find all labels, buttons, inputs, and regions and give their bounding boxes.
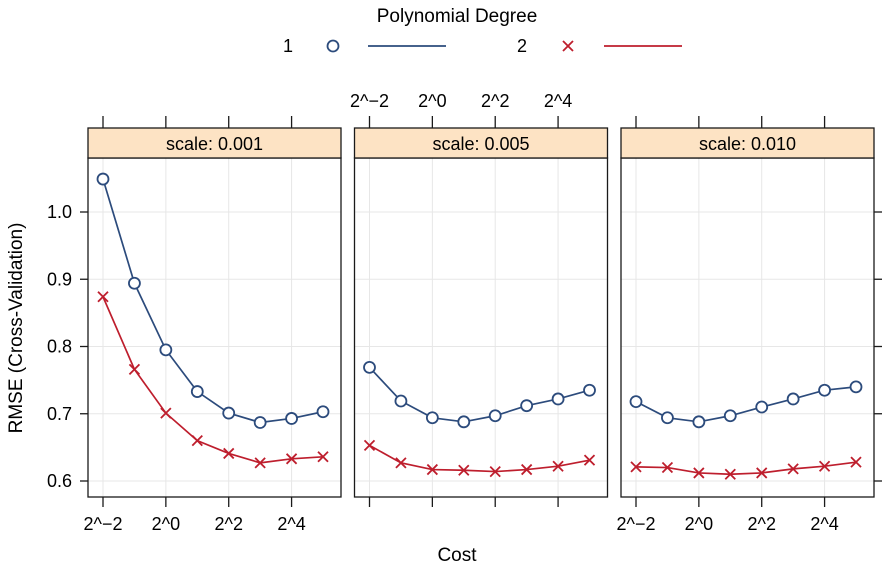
series-degree2-point xyxy=(787,463,799,475)
series-degree2-point xyxy=(128,363,141,376)
x-axis-bottom-label: 2^0 xyxy=(152,514,180,534)
x-axis-bottom-label: 2^4 xyxy=(810,514,838,534)
panel-0: scale: 0.001 2^−2 2^0 2^2 2^4 1.0 0.9 0.8 0.7 0.6 xyxy=(47,116,342,534)
x-marker-icon xyxy=(562,40,574,52)
x-axis-title: Cost xyxy=(437,545,477,566)
series-degree2-point xyxy=(254,457,266,469)
x-axis-top-label: 2^−2 xyxy=(350,91,389,111)
series-degree1-point xyxy=(285,412,298,425)
series-degree2-point xyxy=(724,468,736,480)
series-degree1-point xyxy=(692,415,706,429)
series-degree2-point xyxy=(458,464,470,476)
series-degree1-point xyxy=(520,399,534,413)
series-degree2-point xyxy=(489,465,501,478)
series-degree2-point xyxy=(661,461,674,474)
series-degree2-point xyxy=(395,457,407,469)
series-degree1-point xyxy=(96,172,110,186)
series-degree2-point xyxy=(818,460,831,472)
series-degree1-point xyxy=(316,405,330,419)
series-degree2-point xyxy=(521,463,533,476)
panel-2: scale: 0.010 2^−2 2^0 2^2 2^4 xyxy=(617,116,882,534)
series-degree1-point xyxy=(849,380,863,394)
x-axis-bottom-label: 2^−2 xyxy=(84,514,123,534)
y-axis-label-value: 0.7 xyxy=(47,404,72,424)
legend-entry-label: 1 xyxy=(283,36,293,56)
series-degree1-point xyxy=(661,411,674,425)
legend-entry-label: 2 xyxy=(517,36,527,56)
series-degree2-point xyxy=(363,439,376,451)
x-axis-bottom-label: 2^−2 xyxy=(617,514,656,534)
series-degree1-point xyxy=(159,343,173,357)
series-degree1-point xyxy=(190,385,204,398)
series-degree1-point xyxy=(222,406,236,420)
strip-label: scale: 0.001 xyxy=(166,134,263,154)
series-degree1-point xyxy=(457,415,471,429)
series-degree1-point xyxy=(394,394,408,408)
series-degree1-point xyxy=(488,409,502,423)
series-degree1-point xyxy=(363,360,376,374)
strip-label: scale: 0.005 xyxy=(432,134,529,154)
series-degree1-point xyxy=(253,416,267,429)
x-axis-bottom-label: 2^2 xyxy=(747,514,775,534)
series-degree2-point xyxy=(583,454,596,466)
x-axis-top-label: 2^4 xyxy=(544,91,572,111)
x-axis-top-label: 2^0 xyxy=(418,91,446,111)
series-degree1-point xyxy=(723,409,737,423)
y-axis-label-value: 0.8 xyxy=(47,337,72,357)
series-degree1-point xyxy=(425,411,439,425)
series-degree2-point xyxy=(426,463,438,476)
legend-entry-degree2: 2 xyxy=(517,36,682,56)
x-axis-bottom-label: 2^2 xyxy=(214,514,242,534)
series-degree2-line xyxy=(635,461,857,476)
series-degree1-point xyxy=(629,395,643,409)
series-degree1-point xyxy=(818,383,831,397)
series-degree2-point xyxy=(693,467,705,479)
panel-1: scale: 0.005 2^−2 2^0 2^2 2^4 xyxy=(350,91,609,507)
series-degree2-point xyxy=(630,461,642,473)
series-degree1-point xyxy=(755,400,769,414)
y-axis-label-value: 0.6 xyxy=(47,471,72,491)
panel-area xyxy=(621,158,874,497)
strip-header xyxy=(353,127,609,159)
y-axis-label-value: 1.0 xyxy=(47,202,72,222)
series-degree1-point xyxy=(583,383,596,397)
series-degree2-line xyxy=(102,296,324,464)
strip-label: scale: 0.010 xyxy=(699,134,796,154)
series-degree1-point xyxy=(786,392,800,406)
strip-header xyxy=(87,127,342,159)
x-axis-bottom-label: 2^4 xyxy=(277,514,305,534)
series-degree2-line xyxy=(369,444,590,473)
series-degree2-point xyxy=(552,460,564,472)
series-degree2-point xyxy=(97,291,109,303)
series-degree2-point xyxy=(317,451,329,463)
series-degree2-point xyxy=(850,456,862,468)
legend-title: Polynomial Degree xyxy=(377,6,538,27)
strip-header xyxy=(620,127,875,159)
panel-area xyxy=(88,158,341,497)
series-degree1-point xyxy=(128,276,141,290)
series-degree1-point xyxy=(551,392,565,406)
y-axis-title: RMSE (Cross-Validation) xyxy=(6,223,27,434)
x-axis-bottom-label: 2^0 xyxy=(685,514,713,534)
panel-area xyxy=(354,158,608,497)
legend-entry-degree1: 1 xyxy=(283,36,446,56)
series-degree2-point xyxy=(160,407,172,419)
series-degree2-point xyxy=(285,453,298,465)
series-degree2-point xyxy=(223,447,235,460)
y-axis-label-value: 0.9 xyxy=(47,269,72,289)
series-degree2-point xyxy=(756,467,768,479)
legend: Polynomial Degree 1 2 xyxy=(283,6,682,56)
series-degree2-point xyxy=(191,435,203,447)
x-axis-top-label: 2^2 xyxy=(481,91,509,111)
circle-marker-icon xyxy=(326,39,340,53)
